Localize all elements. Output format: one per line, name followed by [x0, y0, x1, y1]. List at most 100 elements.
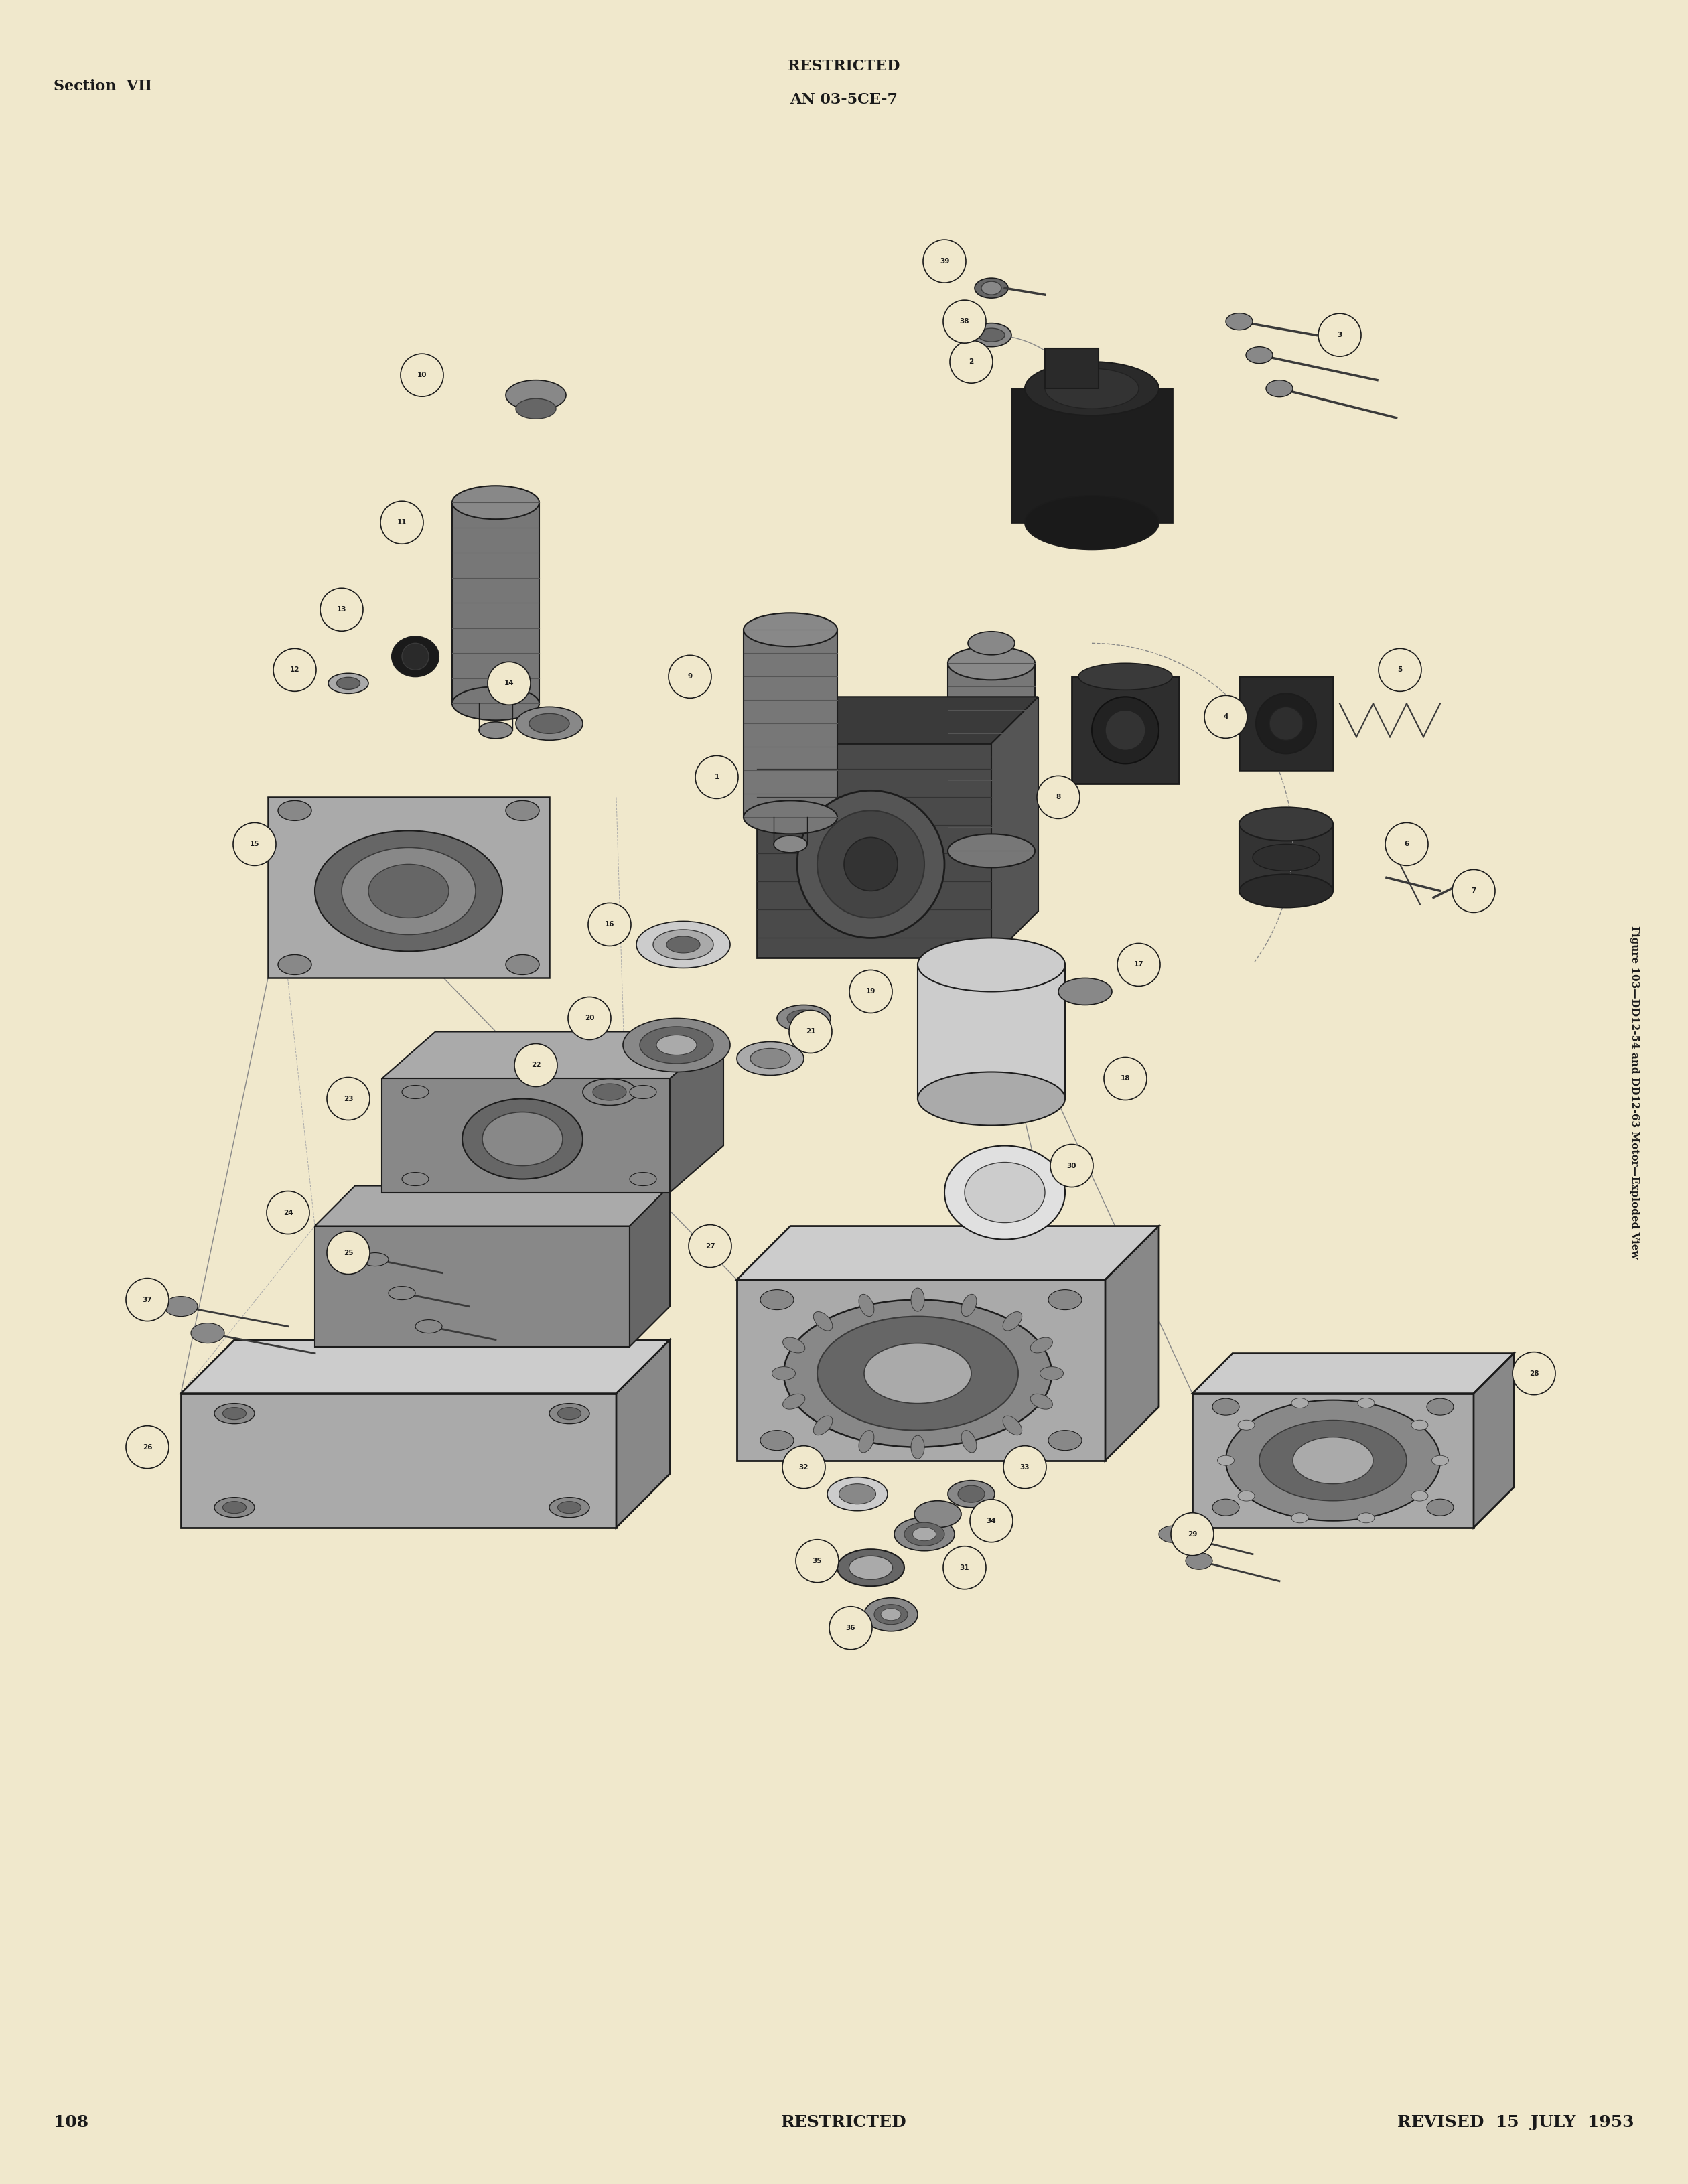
Ellipse shape	[913, 1527, 937, 1542]
Ellipse shape	[1266, 380, 1293, 397]
Text: 25: 25	[343, 1249, 353, 1256]
Polygon shape	[738, 1280, 1106, 1461]
Ellipse shape	[967, 631, 1014, 655]
Ellipse shape	[1239, 874, 1334, 909]
Ellipse shape	[640, 1026, 714, 1064]
Text: 32: 32	[798, 1463, 809, 1470]
Ellipse shape	[1239, 808, 1334, 841]
Text: 12: 12	[290, 666, 299, 673]
Bar	[1239, 823, 1334, 891]
Text: 22: 22	[532, 1061, 540, 1068]
Text: 34: 34	[986, 1518, 996, 1524]
Polygon shape	[381, 1079, 670, 1192]
Ellipse shape	[549, 1404, 589, 1424]
Polygon shape	[381, 1031, 724, 1079]
Text: 108: 108	[54, 2114, 88, 2129]
Circle shape	[127, 1426, 169, 1468]
Text: 6: 6	[1404, 841, 1409, 847]
Text: 37: 37	[142, 1297, 152, 1304]
Text: 39: 39	[940, 258, 949, 264]
Bar	[1239, 677, 1334, 771]
Ellipse shape	[957, 1485, 984, 1503]
Text: 11: 11	[397, 520, 407, 526]
Text: 24: 24	[284, 1210, 294, 1216]
Text: Section  VII: Section VII	[54, 79, 152, 94]
Ellipse shape	[368, 865, 449, 917]
Ellipse shape	[1106, 710, 1146, 751]
Circle shape	[971, 1500, 1013, 1542]
Text: 4: 4	[1224, 714, 1229, 721]
Ellipse shape	[981, 282, 1001, 295]
Text: 5: 5	[1398, 666, 1403, 673]
Ellipse shape	[912, 1435, 925, 1459]
Ellipse shape	[1212, 1398, 1239, 1415]
Ellipse shape	[844, 836, 898, 891]
Text: RESTRICTED: RESTRICTED	[782, 2114, 906, 2129]
Ellipse shape	[945, 1147, 1065, 1238]
Ellipse shape	[1048, 1289, 1082, 1310]
Polygon shape	[181, 1393, 616, 1527]
Ellipse shape	[1003, 1313, 1021, 1330]
Ellipse shape	[743, 614, 837, 646]
Ellipse shape	[517, 708, 582, 740]
Ellipse shape	[1212, 1498, 1239, 1516]
Circle shape	[273, 649, 316, 692]
Polygon shape	[1192, 1393, 1474, 1527]
Circle shape	[1036, 775, 1080, 819]
Circle shape	[233, 823, 275, 865]
Ellipse shape	[814, 1415, 832, 1435]
Circle shape	[488, 662, 530, 705]
Ellipse shape	[783, 1393, 805, 1409]
Text: 17: 17	[1134, 961, 1144, 968]
Ellipse shape	[214, 1404, 255, 1424]
Text: RESTRICTED: RESTRICTED	[788, 59, 900, 74]
Circle shape	[668, 655, 711, 699]
Circle shape	[788, 1011, 832, 1053]
Circle shape	[267, 1190, 309, 1234]
Ellipse shape	[817, 810, 925, 917]
Ellipse shape	[738, 1042, 803, 1075]
Ellipse shape	[827, 1476, 888, 1511]
Ellipse shape	[549, 1498, 589, 1518]
Circle shape	[1318, 314, 1361, 356]
Ellipse shape	[1160, 1527, 1185, 1542]
Circle shape	[1204, 695, 1247, 738]
Text: 27: 27	[706, 1243, 716, 1249]
Ellipse shape	[517, 400, 555, 419]
Circle shape	[321, 587, 363, 631]
Ellipse shape	[859, 1431, 874, 1452]
Ellipse shape	[814, 1313, 832, 1330]
Ellipse shape	[1225, 312, 1252, 330]
Ellipse shape	[960, 1431, 977, 1452]
Circle shape	[515, 1044, 557, 1088]
Ellipse shape	[949, 1481, 994, 1507]
Ellipse shape	[327, 673, 368, 692]
Text: 28: 28	[1529, 1369, 1539, 1376]
Ellipse shape	[630, 1173, 657, 1186]
Ellipse shape	[881, 1610, 901, 1621]
Ellipse shape	[657, 1035, 697, 1055]
Ellipse shape	[864, 1599, 918, 1631]
Ellipse shape	[977, 328, 1004, 341]
Circle shape	[829, 1607, 873, 1649]
Ellipse shape	[1185, 1553, 1212, 1570]
Ellipse shape	[667, 937, 701, 952]
Text: 31: 31	[960, 1564, 969, 1570]
Ellipse shape	[773, 836, 807, 852]
Ellipse shape	[1237, 1420, 1254, 1431]
Polygon shape	[616, 1339, 670, 1527]
Text: 19: 19	[866, 987, 876, 996]
Ellipse shape	[1025, 496, 1160, 550]
Ellipse shape	[783, 1337, 805, 1352]
Circle shape	[327, 1077, 370, 1120]
Text: 23: 23	[343, 1096, 353, 1103]
Text: 20: 20	[584, 1016, 594, 1022]
Ellipse shape	[1246, 347, 1273, 363]
Ellipse shape	[915, 1500, 960, 1527]
Text: 18: 18	[1121, 1075, 1131, 1081]
Polygon shape	[756, 697, 1038, 743]
Ellipse shape	[1269, 708, 1303, 740]
Polygon shape	[1192, 1354, 1514, 1393]
Ellipse shape	[895, 1518, 954, 1551]
Ellipse shape	[1252, 845, 1320, 871]
